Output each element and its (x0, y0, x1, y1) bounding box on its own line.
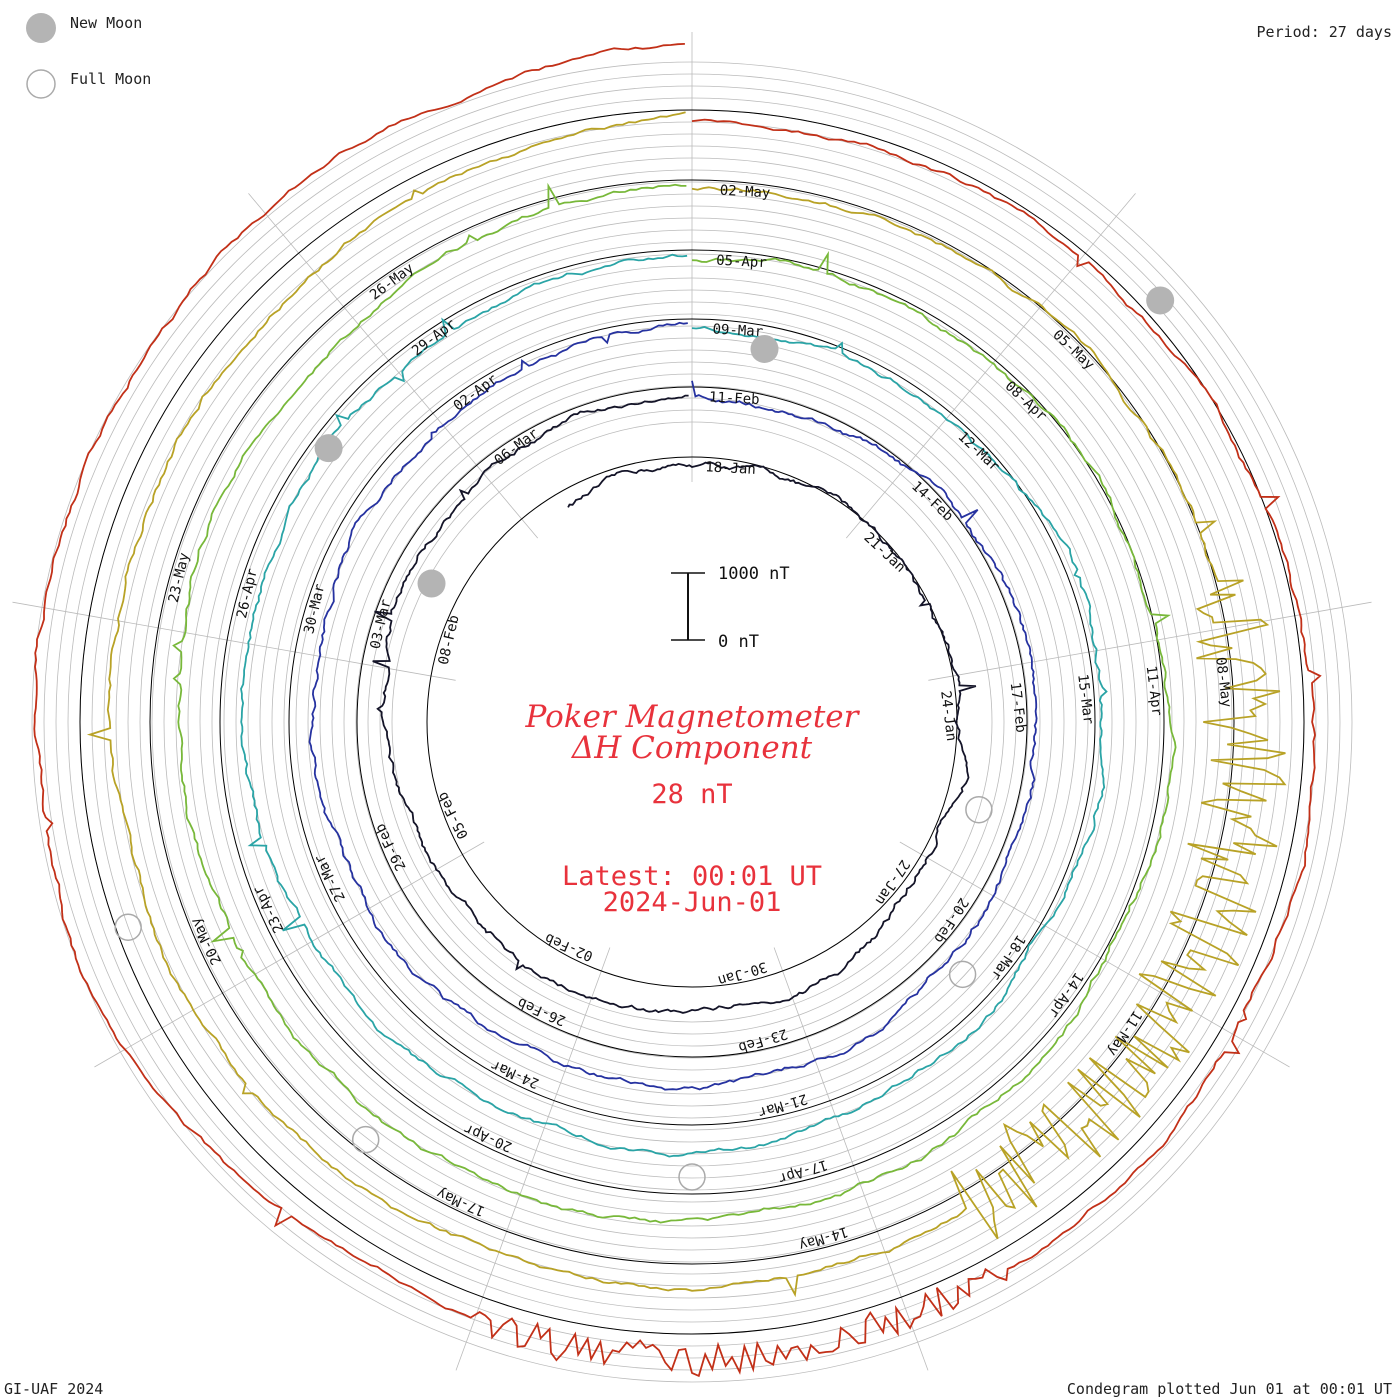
date-label: 29-Apr (409, 316, 459, 359)
full-moon-label: Full Moon (70, 70, 151, 88)
date-label: 11-Feb (709, 389, 760, 408)
period-label: Period: 27 days (1257, 23, 1392, 41)
date-label: 27-Mar (312, 852, 349, 904)
radial-line (899, 841, 1290, 1068)
date-label: 02-May (719, 183, 770, 202)
date-label: 02-Feb (543, 930, 596, 964)
footer-left: GI-UAF 2024 (4, 1380, 103, 1398)
reference-circles (79, 109, 1305, 1335)
radial-line (928, 601, 1372, 681)
date-label: 12-Mar (955, 429, 1003, 475)
date-label: 21-Jan (860, 530, 908, 576)
date-label: 11-Apr (1143, 665, 1165, 717)
baseline-circle (79, 109, 1305, 1335)
chart-title-line1: Poker Magnetometer (525, 699, 861, 735)
date-label: 05-Feb (435, 789, 472, 841)
date-label: 29-Feb (372, 821, 409, 873)
date-label: 17-May (434, 1185, 487, 1219)
full-moon-marker (965, 795, 993, 824)
trace-mar (240, 253, 1108, 1158)
date-label: 27-Jan (872, 857, 913, 908)
full-moon-marker (948, 960, 977, 989)
scale-top-label: 1000 nT (718, 564, 790, 584)
scale-bar: 1000 nT 0 nT (671, 564, 790, 652)
radial-line (773, 947, 929, 1371)
baseline-circle (356, 386, 1028, 1058)
full-moon-marker (678, 1163, 706, 1191)
full-moon-icon (26, 69, 56, 99)
date-label: 30-Jan (716, 958, 769, 988)
date-label: 09-Mar (712, 322, 763, 341)
date-label: 05-May (1049, 327, 1097, 373)
radial-line (12, 601, 456, 681)
new-moon-label: New Moon (70, 14, 142, 32)
date-label: 14-Apr (1045, 969, 1086, 1020)
baseline-circle (426, 456, 958, 988)
trace-may (33, 43, 1322, 1378)
full-moon-marker (114, 913, 142, 941)
chart-title-line2: ΔH Component (571, 730, 813, 766)
trace-feb (308, 321, 1038, 1091)
new-moon-marker (1146, 286, 1175, 315)
trace-apr-a (172, 182, 1177, 1224)
date-label: 14-May (797, 1223, 850, 1253)
radial-line (845, 193, 1136, 539)
trace-apr-b (86, 111, 1287, 1298)
new-moon-marker (417, 569, 446, 598)
date-label: 26-Feb (515, 994, 568, 1028)
date-label: 08-Apr (1002, 378, 1050, 424)
date-label: 08-May (1212, 656, 1234, 708)
trace-jan (372, 394, 977, 1014)
date-label: 26-May (367, 260, 417, 303)
date-label: 17-Apr (776, 1156, 829, 1186)
radial-line (94, 841, 485, 1068)
latest-date: 2024-Jun-01 (603, 887, 782, 918)
new-moon-icon (26, 13, 56, 43)
latest-time: Latest: 00:01 UT (562, 861, 822, 892)
radial-lines (12, 32, 1372, 1371)
footer-right: Condegram plotted Jun 01 at 00:01 UT (1067, 1380, 1392, 1398)
full-moon-marker (351, 1125, 380, 1154)
scale-bottom-label: 0 nT (718, 632, 759, 652)
date-label: 05-Apr (716, 253, 767, 272)
data-traces (33, 43, 1322, 1378)
legend: New Moon Full Moon (26, 13, 151, 99)
date-label: 17-Feb (1007, 681, 1029, 733)
date-label: 24-Jan (937, 690, 959, 742)
radial-line (455, 947, 611, 1371)
date-label: 15-Mar (1074, 673, 1096, 725)
date-label: 14-Feb (908, 478, 956, 524)
date-label: 21-Mar (756, 1090, 809, 1120)
date-label: 23-Apr (250, 883, 287, 935)
moon-markers (114, 286, 1175, 1191)
date-label: 24-Mar (489, 1057, 542, 1091)
baseline-circle (288, 318, 1096, 1126)
new-moon-marker (314, 434, 343, 463)
radial-line (248, 193, 539, 539)
baseline-circle (149, 179, 1235, 1265)
new-moon-marker (750, 334, 779, 363)
baseline-circle (219, 249, 1165, 1195)
current-value: 28 nT (651, 779, 732, 810)
date-label: 18-Jan (705, 459, 756, 478)
